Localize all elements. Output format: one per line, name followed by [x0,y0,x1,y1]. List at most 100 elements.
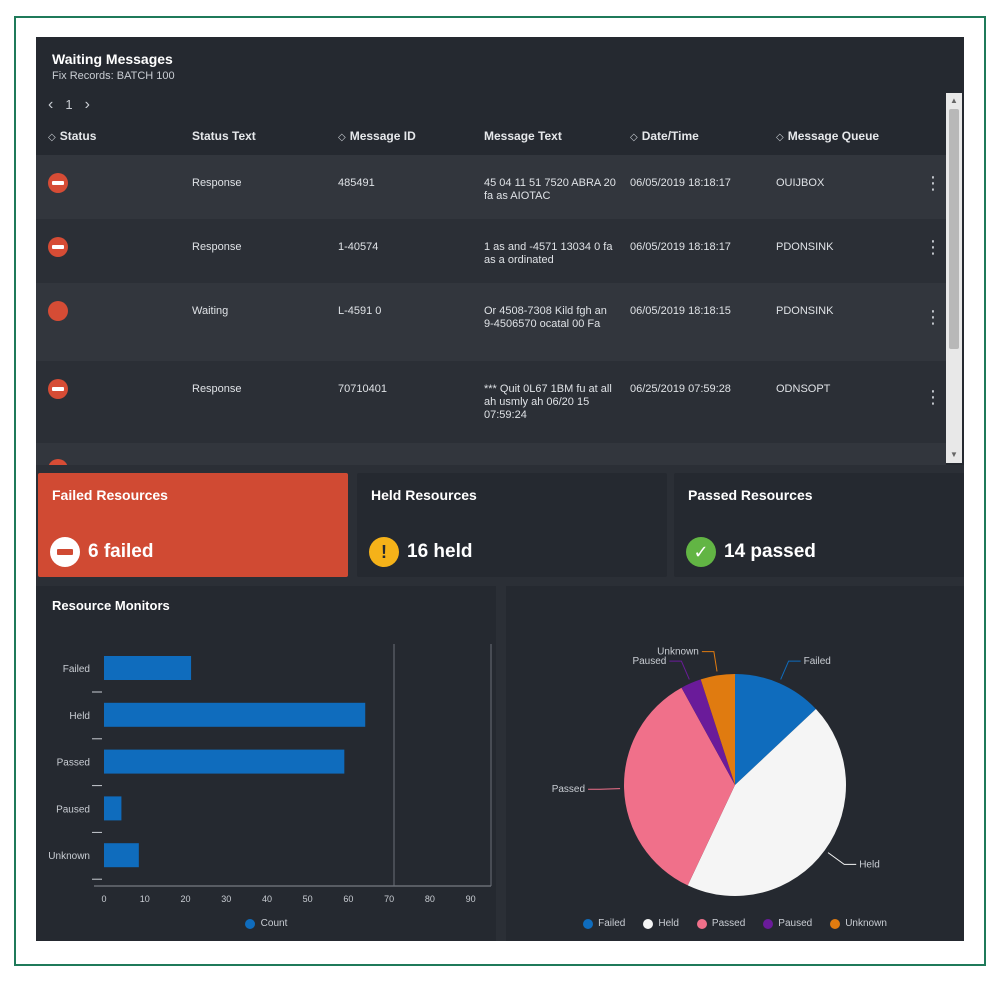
slice-label: Paused [632,656,666,667]
tick-label: 20 [180,894,190,904]
category-label: Failed [63,664,90,675]
legend-item[interactable]: Paused [763,918,812,929]
legend-label: Paused [778,918,813,929]
message-queue: OUIJBOX [776,177,825,189]
table-row[interactable]: Waiting L-4591 0 Or 4508-7308 Kild fgh a… [36,283,946,361]
category-label: Unknown [48,851,90,862]
failed-status-icon [48,379,68,399]
table-row[interactable]: Response 1-40574 1 as and -4571 13034 0 … [36,219,946,283]
column-header-message-queue[interactable]: ◇ Message Queue [776,129,880,143]
chevron-left-icon[interactable]: ‹ [48,95,54,113]
more-options-icon[interactable]: ⋮ [924,307,942,327]
sort-icon: ◇ [630,132,638,143]
scroll-down-icon[interactable]: ▼ [950,450,958,459]
tick-label: 70 [384,894,394,904]
legend-label: Unknown [845,918,887,929]
leader-line [669,660,690,680]
check-icon: ✓ [686,537,716,567]
tick-label: 40 [262,894,272,904]
message-id: 1-40574 [338,241,379,253]
legend-label: Held [658,918,679,929]
legend-item[interactable]: Failed [583,918,625,929]
pie-slice[interactable] [624,687,735,886]
slice-label: Held [859,859,880,870]
legend-item[interactable]: Passed [696,918,746,929]
table-body: Response 485491 45 04 11 51 7520 ABRA 20… [36,155,946,465]
datetime: 06/05/2019 18:18:15 [630,305,731,317]
datetime: 06/05/2019 18:18:17 [630,241,731,253]
sort-icon: ◇ [776,132,784,143]
message-text: 45 04 11 51 7520 ABRA 20 fa as AIOTAC [484,177,616,202]
bar[interactable] [104,702,366,727]
column-header-message-id[interactable]: ◇ Message ID [338,129,416,143]
held-resources-card[interactable]: Held Resources ! 16 held [357,473,667,577]
waiting-status-icon [48,301,68,321]
more-options-icon[interactable]: ⋮ [924,237,942,257]
table-header: ◇ Status Status Text ◇ Message ID Message … [36,125,946,155]
tick-label: 30 [221,894,231,904]
message-queue: PDONSINK [776,241,834,253]
column-header-datetime[interactable]: ◇ Date/Time [630,129,699,143]
page-number: 1 [65,97,73,112]
pie-slice[interactable] [687,709,846,896]
chart-legend: Count [36,918,496,929]
legend-item[interactable]: Held [643,918,679,929]
sort-icon: ◇ [48,132,56,143]
failed-icon [50,537,80,567]
pie-slice[interactable] [700,674,735,785]
slice-label: Failed [804,656,831,667]
scroll-up-icon[interactable]: ▲ [950,96,958,105]
pie-slice[interactable] [735,674,816,785]
leader-line [780,660,801,680]
tick-label: 0 [101,894,106,904]
failed-resources-card[interactable]: Failed Resources 6 failed [38,473,348,577]
failed-status-icon [48,459,68,465]
bar[interactable] [104,749,345,774]
bar[interactable] [104,656,192,680]
message-queue: PDONSINK [776,305,834,317]
more-options-icon[interactable]: ⋮ [924,387,942,407]
bar[interactable] [104,796,122,821]
legend-swatch [244,918,255,929]
legend-label: Passed [711,918,746,929]
more-options-icon[interactable]: ⋮ [924,173,942,193]
chevron-right-icon[interactable]: › [84,95,90,113]
sort-icon: ◇ [338,132,346,143]
resource-pie-panel: Failed Held Passed Paused Unknown Failed Held… [506,586,964,941]
passed-resources-card[interactable]: Passed Resources ✓ 14 passed [674,473,964,577]
message-queue: ODNSOPT [776,383,831,395]
bar-chart: Failed Held Passed Paused Unknown 0 10 20 30 40 50… [48,644,492,904]
table-row[interactable]: Response 70710401 *** Quit 0L67 1BM fu a… [36,361,946,443]
pager: ‹ 1 › [48,95,90,113]
bar[interactable] [104,843,139,868]
status-text: Waiting [192,305,229,317]
status-text: Response [192,241,242,253]
panel-title: Waiting Messages [52,51,173,67]
status-text: Response [192,177,242,189]
column-header-message-text: Message Text [484,129,562,143]
legend-swatch [643,918,654,929]
table-row[interactable]: Response 485491 45 04 11 51 7520 ABRA 20… [36,155,946,219]
legend-label: Count [260,918,288,929]
card-value: 6 failed [88,541,154,562]
failed-status-icon [48,173,68,193]
scrollbar-thumb[interactable] [949,109,959,349]
pie-slice[interactable] [681,679,735,785]
warning-icon: ! [369,537,399,567]
legend-item[interactable]: Unknown [830,918,887,929]
column-header-status[interactable]: ◇ Status [48,129,97,143]
legend-swatch [583,918,594,929]
failed-status-icon [48,237,68,257]
message-text: *** Quit 0L67 1BM fu at all ah usmly ah … [484,383,612,421]
table-scrollbar[interactable]: ▲ ▼ [946,93,962,463]
leader-line [827,852,857,865]
message-id: L-4591 0 [338,305,382,317]
tick-label: 50 [303,894,313,904]
legend-swatch [696,918,707,929]
table-row[interactable] [36,443,946,465]
dashboard: Waiting Messages Fix Records: BATCH 100 … [36,37,964,941]
category-label: Held [69,711,90,722]
leader-line [588,788,621,790]
panel-title: Resource Monitors [52,598,170,613]
